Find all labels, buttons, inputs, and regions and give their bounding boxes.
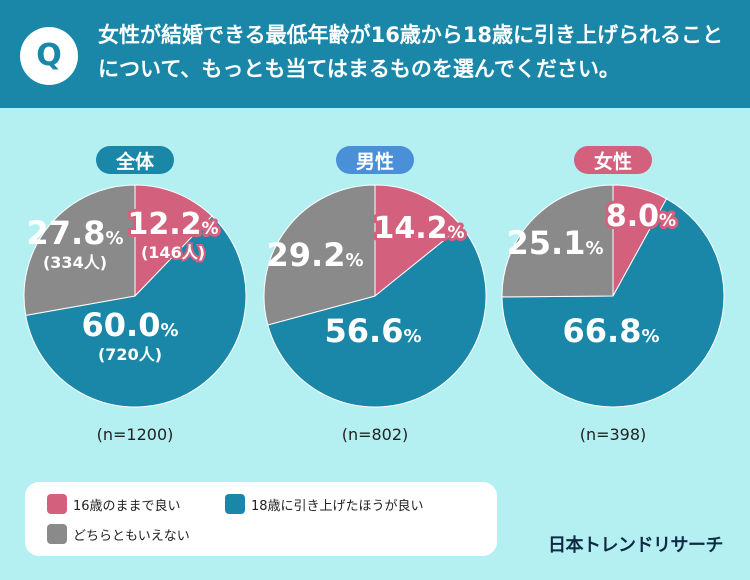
slice-value-label: 56.6% bbox=[325, 312, 422, 350]
chart-title: 全体 bbox=[115, 150, 155, 173]
slice-value-label: 29.2% bbox=[267, 236, 364, 274]
q-badge: Q bbox=[20, 27, 78, 85]
pie-slice bbox=[374, 184, 463, 298]
pie-slice bbox=[263, 184, 376, 326]
slice-value-label: 8.0% bbox=[606, 199, 676, 234]
sample-size-label: (n=1200) bbox=[97, 425, 174, 444]
legend-swatch bbox=[47, 494, 67, 514]
slice-label-halo: 12.2% bbox=[127, 207, 218, 242]
legend-label: 16歳のままで良い bbox=[73, 498, 181, 514]
legend-item-keep16: 16歳のままで良い bbox=[47, 494, 181, 514]
legend-label: 18歳に引き上げたほうが良い bbox=[251, 498, 424, 514]
legend-item-raise18: 18歳に引き上げたほうが良い bbox=[225, 494, 424, 514]
question-text: 女性が結婚できる最低年齢が16歳から18歳に引き上げられることについて、もっとも… bbox=[98, 23, 724, 81]
slice-value-label: 25.1% bbox=[507, 224, 604, 262]
pill-male bbox=[336, 146, 414, 174]
legend: 16歳のままで良い 18歳に引き上げたほうが良い どちらともいえない bbox=[25, 482, 497, 556]
legend-swatch bbox=[225, 494, 245, 514]
legend-item-neither: どちらともいえない bbox=[47, 524, 190, 544]
brand-logo: 日本トレンドリサーチ bbox=[548, 535, 724, 556]
chart-title: 女性 bbox=[594, 150, 632, 173]
slice-value-label: 12.2% bbox=[127, 207, 218, 242]
slice-value-label: 66.8% bbox=[563, 312, 660, 350]
pie-slice bbox=[267, 225, 487, 408]
pie-slice bbox=[501, 198, 725, 408]
pill-total bbox=[96, 146, 174, 174]
slice-label-halo: 8.0% bbox=[606, 199, 676, 234]
slice-value-label: 60.0% bbox=[82, 306, 179, 344]
sample-size-label: (n=802) bbox=[342, 425, 409, 444]
slice-count-label: (720人) bbox=[98, 345, 162, 364]
pie-slice bbox=[25, 215, 247, 408]
chart-title: 男性 bbox=[356, 150, 394, 173]
slice-value-label: 14.2% bbox=[373, 211, 464, 246]
question-header: Q 女性が結婚できる最低年齢が16歳から18歳に引き上げられることについて、もっ… bbox=[0, 0, 750, 108]
slice-count-label: (334人) bbox=[43, 253, 107, 272]
pie-slice bbox=[501, 184, 614, 298]
slice-value-label: 27.8% bbox=[27, 214, 124, 252]
pie-slice bbox=[134, 184, 213, 298]
pill-female bbox=[574, 146, 652, 174]
slice-label-halo: 14.2% bbox=[373, 211, 464, 246]
pie-charts: 全体12.2%12.2%(146人)60.0%(720人)27.8%(334人)… bbox=[23, 146, 725, 444]
slice-count-label: (146人) bbox=[141, 243, 205, 262]
sample-size-label: (n=398) bbox=[580, 425, 647, 444]
legend-swatch bbox=[47, 524, 67, 544]
legend-label: どちらともいえない bbox=[73, 528, 190, 544]
pie-slice bbox=[23, 184, 136, 317]
